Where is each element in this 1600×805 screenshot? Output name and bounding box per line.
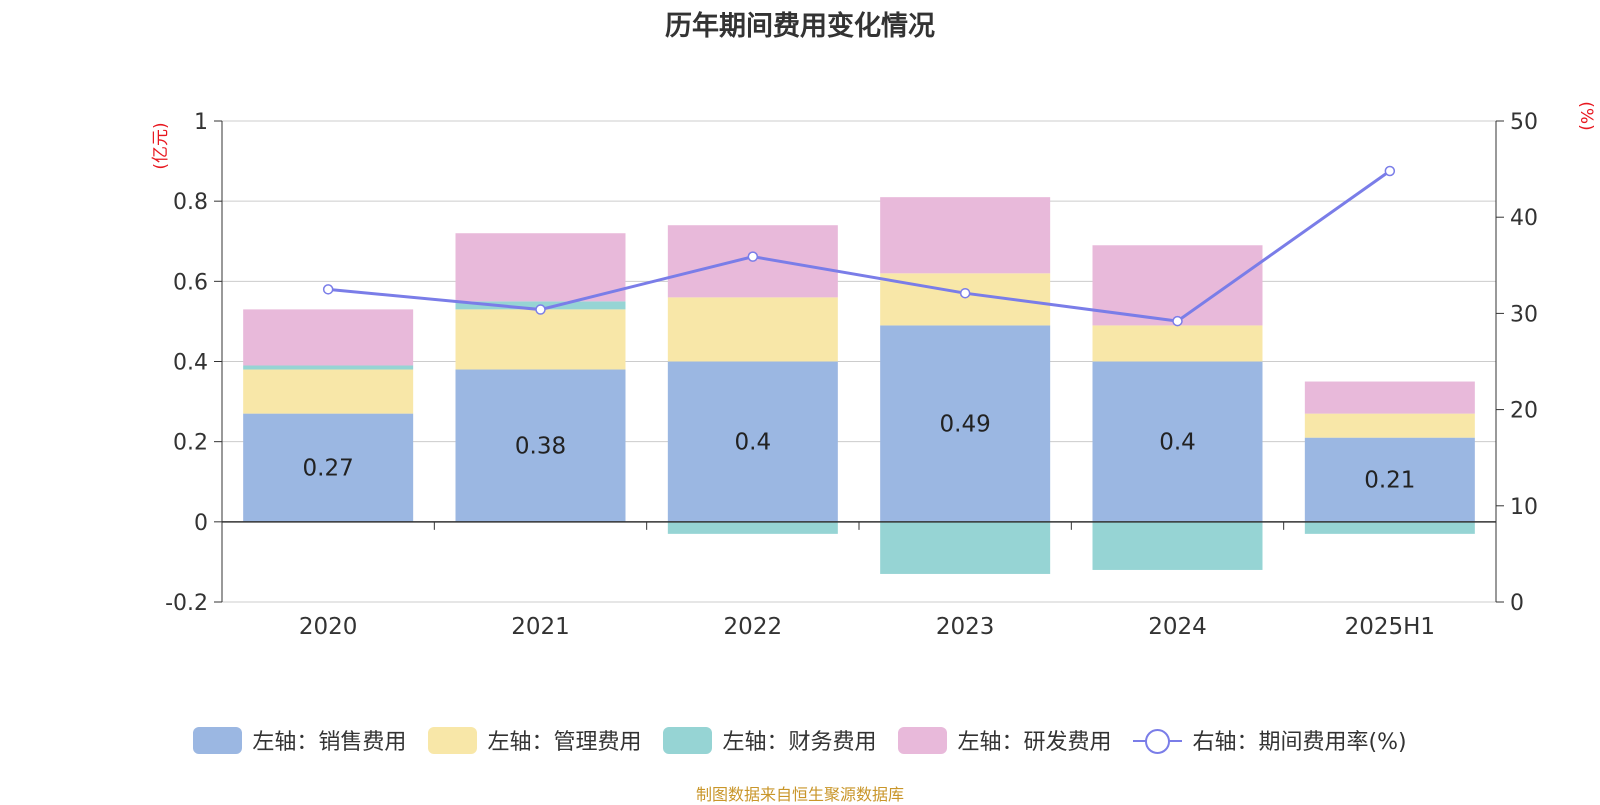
bar-admin-2020 bbox=[243, 369, 414, 414]
bar-finance-2024 bbox=[1092, 521, 1263, 570]
data-label-sales: 0.4 bbox=[735, 430, 772, 456]
legend-swatch-rnd bbox=[898, 726, 948, 754]
rate-point-2024 bbox=[1172, 315, 1183, 327]
bar-admin-2024 bbox=[1092, 325, 1263, 362]
legend-item-rate[interactable]: 右轴：期间费用率(%) bbox=[1133, 724, 1407, 756]
legend-label-sales: 左轴：销售费用 bbox=[252, 730, 407, 755]
bar-rnd-2024 bbox=[1092, 245, 1263, 326]
x-axis-tick-label: 2023 bbox=[936, 614, 995, 640]
x-axis-tick-label: 2025H1 bbox=[1345, 614, 1435, 640]
data-label-sales: 0.21 bbox=[1364, 468, 1415, 494]
legend-swatch-sales bbox=[193, 726, 243, 754]
data-label-sales: 0.27 bbox=[303, 456, 354, 482]
legend-label-rnd: 左轴：研发费用 bbox=[957, 730, 1112, 755]
rate-point-2022 bbox=[747, 251, 759, 262]
x-axis-tick-label: 2022 bbox=[724, 614, 783, 640]
data-label-sales: 0.49 bbox=[940, 412, 991, 438]
bar-sales-2025H1 bbox=[1304, 437, 1475, 522]
x-axis-tick-label: 2021 bbox=[511, 614, 570, 640]
right-axis-tick-label: 10 bbox=[1510, 495, 1538, 520]
bar-admin-2021 bbox=[455, 309, 626, 370]
legend-swatch-admin bbox=[428, 726, 478, 754]
right-axis-tick-label: 20 bbox=[1510, 399, 1538, 424]
bar-admin-2023 bbox=[880, 273, 1051, 326]
bar-rnd-2025H1 bbox=[1304, 381, 1475, 414]
bar-sales-2020 bbox=[243, 413, 414, 522]
bar-sales-2022 bbox=[667, 361, 838, 522]
bar-sales-2021 bbox=[455, 369, 626, 522]
bar-admin-2025H1 bbox=[1304, 413, 1475, 438]
bar-rnd-2023 bbox=[880, 197, 1051, 274]
left-axis-tick-label: 1 bbox=[194, 110, 208, 135]
right-axis-unit: (%) bbox=[1576, 101, 1596, 130]
data-label-sales: 0.38 bbox=[515, 434, 566, 460]
bar-rnd-2021 bbox=[455, 233, 626, 302]
legend-item-sales[interactable]: 左轴：销售费用 bbox=[193, 724, 406, 756]
legend-item-rnd[interactable]: 左轴：研发费用 bbox=[898, 724, 1111, 756]
right-axis-tick-label: 30 bbox=[1510, 302, 1538, 327]
bar-sales-2024 bbox=[1092, 361, 1263, 522]
bar-finance-2025H1 bbox=[1304, 521, 1475, 534]
left-axis-unit: (亿元) bbox=[151, 122, 171, 169]
bar-admin-2022 bbox=[667, 297, 838, 362]
left-axis-tick-label: 0.6 bbox=[173, 270, 208, 295]
left-axis-tick-label: 0.4 bbox=[173, 351, 208, 376]
bar-finance-2020 bbox=[243, 365, 414, 370]
rate-point-2025H1 bbox=[1384, 165, 1396, 177]
left-axis-tick-label: 0.2 bbox=[173, 431, 208, 456]
left-axis-tick-label: 0 bbox=[194, 511, 208, 536]
left-axis-tick-label: 0.8 bbox=[173, 190, 208, 215]
legend-swatch-rate bbox=[1133, 727, 1183, 754]
data-label-sales: 0.4 bbox=[1159, 430, 1196, 456]
x-axis-tick-label: 2024 bbox=[1148, 614, 1207, 640]
rate-line bbox=[328, 169, 1391, 323]
rate-point-2021 bbox=[535, 304, 546, 315]
legend-item-finance[interactable]: 左轴：财务费用 bbox=[663, 724, 876, 756]
right-axis-tick-label: 40 bbox=[1510, 206, 1538, 231]
left-axis-tick-label: -0.2 bbox=[165, 591, 208, 616]
legend-label-finance: 左轴：财务费用 bbox=[722, 730, 877, 755]
data-source-note: 制图数据来自恒生聚源数据库 bbox=[695, 785, 904, 804]
right-axis-tick-label: 50 bbox=[1510, 110, 1538, 135]
bar-finance-2023 bbox=[880, 521, 1051, 574]
legend-item-admin[interactable]: 左轴：管理费用 bbox=[428, 724, 641, 756]
bar-rnd-2020 bbox=[243, 309, 414, 366]
bar-finance-2022 bbox=[667, 521, 838, 534]
legend-swatch-finance bbox=[663, 726, 713, 754]
chart-title: 历年期间费用变化情况 bbox=[665, 11, 935, 42]
legend: 左轴：销售费用 左轴：管理费用 左轴：财务费用 左轴：研发费用 右轴：期间费用率… bbox=[0, 720, 1600, 760]
legend-label-rate: 右轴：期间费用率(%) bbox=[1192, 730, 1407, 755]
rate-point-2023 bbox=[959, 287, 971, 299]
x-axis-tick-label: 2020 bbox=[299, 614, 358, 640]
bar-sales-2023 bbox=[880, 325, 1051, 522]
rate-point-2020 bbox=[322, 284, 334, 295]
legend-label-admin: 左轴：管理费用 bbox=[487, 730, 642, 755]
right-axis-tick-label: 0 bbox=[1510, 591, 1524, 616]
